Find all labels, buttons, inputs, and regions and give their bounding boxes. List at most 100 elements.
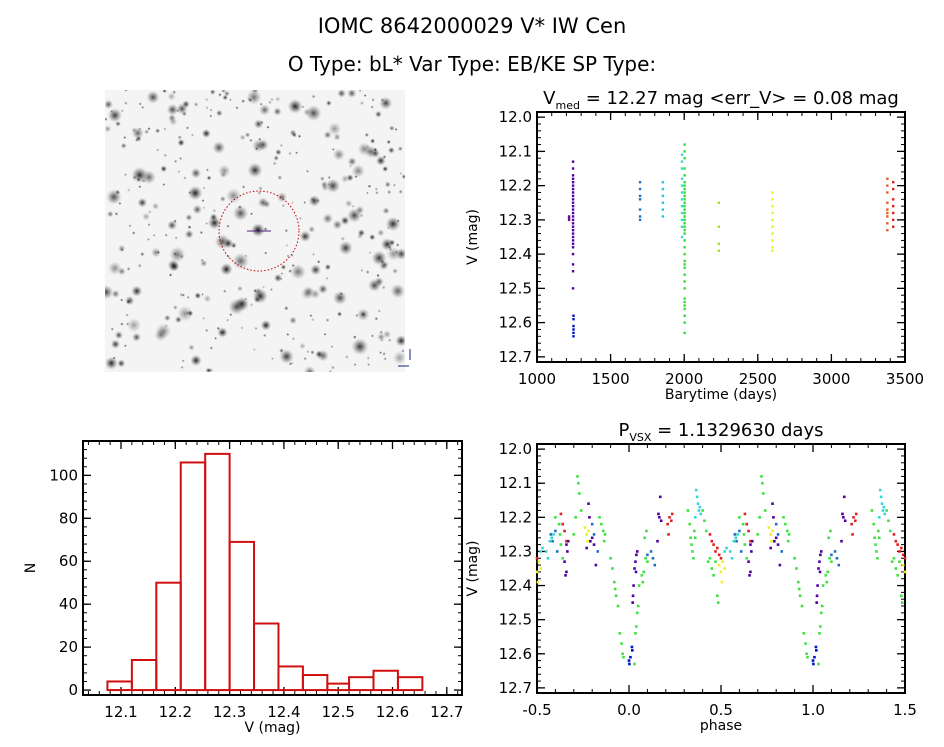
data-point — [900, 594, 903, 598]
y-tick-label: 12.0 — [499, 108, 532, 126]
data-point — [618, 632, 622, 635]
data-point — [830, 560, 833, 563]
star — [187, 225, 192, 230]
star — [392, 268, 399, 275]
data-point — [841, 512, 844, 516]
data-point — [820, 604, 824, 608]
y-tick-label: 12.1 — [499, 142, 532, 160]
star — [178, 156, 183, 161]
star — [105, 99, 114, 110]
data-point — [680, 191, 684, 194]
star — [205, 222, 209, 226]
star — [398, 189, 403, 194]
star — [322, 213, 334, 225]
data-point — [601, 529, 605, 533]
data-point — [645, 529, 648, 533]
star — [202, 186, 206, 190]
data-point — [883, 512, 887, 516]
data-point — [901, 563, 905, 567]
star — [186, 295, 190, 299]
data-point — [680, 160, 684, 163]
data-point — [638, 208, 642, 211]
data-point — [661, 208, 665, 211]
y-tick-label: 80 — [59, 509, 78, 527]
data-point — [629, 655, 632, 659]
data-point — [833, 550, 837, 553]
star — [382, 207, 390, 215]
star — [360, 268, 364, 273]
star — [205, 367, 212, 372]
data-point — [706, 560, 710, 563]
data-point — [699, 512, 703, 516]
data-point — [566, 550, 569, 553]
data-point — [631, 594, 635, 598]
star — [205, 106, 209, 110]
data-point — [571, 211, 575, 215]
star — [374, 316, 379, 321]
data-point — [571, 232, 575, 235]
star — [305, 104, 322, 122]
star — [118, 201, 122, 205]
data-point — [539, 550, 542, 553]
star — [116, 191, 121, 195]
star — [147, 223, 151, 227]
star — [303, 357, 307, 361]
data-point — [683, 215, 686, 218]
plot-frame — [536, 443, 906, 694]
star — [374, 187, 379, 191]
star — [192, 204, 203, 215]
data-point — [796, 580, 800, 584]
star — [126, 266, 131, 271]
data-point — [683, 222, 686, 225]
star — [205, 168, 210, 172]
data-point — [683, 225, 686, 228]
data-point — [638, 215, 642, 218]
data-point — [551, 539, 554, 543]
star — [288, 269, 293, 274]
data-point — [886, 222, 889, 225]
data-point — [572, 314, 575, 317]
star — [383, 357, 387, 361]
data-point — [659, 519, 663, 523]
data-point — [692, 556, 695, 560]
star — [340, 215, 350, 226]
aperture-circle — [218, 190, 300, 272]
star — [283, 305, 289, 311]
x-tick-label: 12.1 — [104, 703, 137, 721]
data-point — [716, 546, 719, 550]
star — [244, 132, 251, 138]
data-point — [811, 659, 815, 662]
star — [351, 338, 369, 356]
histogram-bar — [372, 669, 399, 692]
star — [163, 153, 167, 158]
series-red — [892, 181, 895, 228]
data-point — [535, 556, 539, 560]
data-point — [774, 522, 778, 526]
data-point — [750, 539, 754, 543]
star — [204, 328, 209, 333]
star — [132, 231, 136, 235]
data-point — [565, 543, 568, 546]
data-point — [683, 218, 686, 222]
x-tick-label: -0.5 — [522, 701, 551, 719]
star — [347, 208, 362, 223]
star — [370, 105, 374, 109]
star — [117, 359, 126, 368]
star — [392, 350, 405, 365]
data-point — [628, 662, 631, 666]
star — [300, 286, 315, 300]
star — [185, 213, 193, 222]
data-point — [725, 546, 728, 550]
star — [199, 230, 204, 235]
star — [114, 330, 124, 340]
star — [140, 105, 145, 110]
star — [369, 233, 376, 241]
data-point — [561, 522, 565, 526]
star — [226, 254, 230, 258]
data-point — [585, 533, 588, 536]
data-point — [773, 539, 776, 543]
data-point — [683, 211, 686, 215]
star — [359, 101, 365, 106]
star — [184, 229, 194, 239]
star — [298, 216, 302, 220]
